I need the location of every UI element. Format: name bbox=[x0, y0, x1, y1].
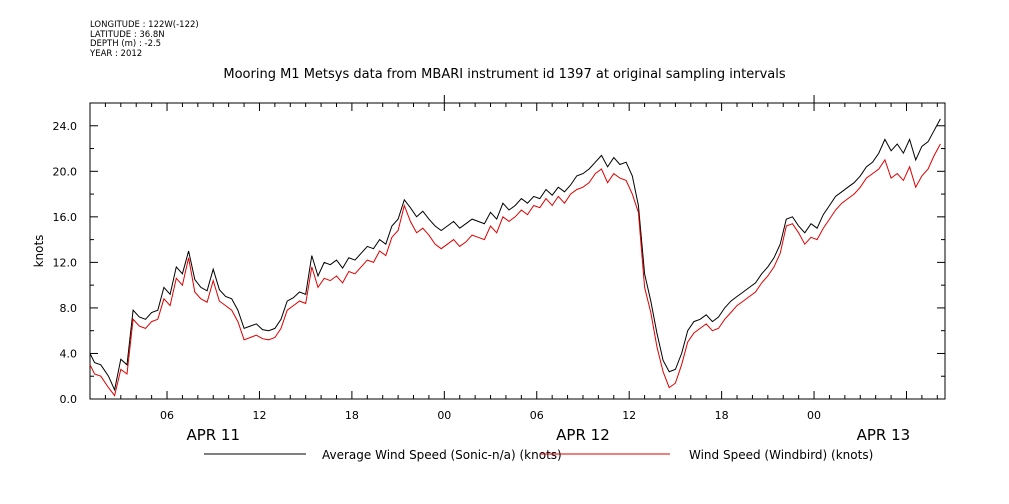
chart-title: Mooring M1 Metsys data from MBARI instru… bbox=[223, 67, 786, 82]
legend-windbird-label: Wind Speed (Windbird) (knots) bbox=[689, 448, 873, 462]
meta-line-depth: DEPTH (m) : -2.5 bbox=[90, 39, 162, 49]
axes bbox=[89, 95, 946, 400]
legend-average-wind-label: Average Wind Speed (Sonic-n/a) (knots) bbox=[322, 448, 562, 462]
plot-frame bbox=[89, 102, 946, 400]
date-label: APR 11 bbox=[186, 426, 240, 444]
series-lines bbox=[89, 118, 941, 397]
legend: Average Wind Speed (Sonic-n/a) (knots) Wi… bbox=[204, 448, 873, 462]
meta-line-year: YEAR : 2012 bbox=[90, 48, 143, 59]
y-tick-label: 0.0 bbox=[60, 393, 78, 406]
y-tick-label: 16.0 bbox=[53, 211, 78, 224]
series-line-windbird bbox=[89, 143, 941, 397]
meta-line-longitude: LONGITUDE : 122W(-122) bbox=[90, 20, 199, 30]
series-line-average-wind bbox=[89, 118, 941, 392]
axis-labels: 06 12 18 00 06 12 18 00 APR 11 APR 12 APR 13 0.0 4.0… bbox=[32, 120, 910, 444]
y-tick-label: 24.0 bbox=[53, 120, 78, 133]
x-tick-label: 18 bbox=[715, 409, 729, 422]
y-tick-label: 12.0 bbox=[53, 256, 78, 269]
x-tick-label: 18 bbox=[345, 409, 359, 422]
meta-line-latitude: LATITUDE : 36.8N bbox=[90, 29, 165, 40]
x-tick-label: 12 bbox=[622, 409, 636, 422]
date-label: APR 13 bbox=[857, 426, 911, 444]
x-tick-label: 06 bbox=[160, 409, 174, 422]
metadata-block: LONGITUDE : 122W(-122) LATITUDE : 36.8N … bbox=[90, 20, 199, 59]
y-tick-label: 20.0 bbox=[53, 165, 78, 178]
x-tick-label: 00 bbox=[807, 409, 821, 422]
y-axis-label: knots bbox=[32, 235, 46, 268]
x-tick-label: 06 bbox=[530, 409, 544, 422]
y-tick-label: 4.0 bbox=[60, 347, 78, 360]
y-tick-label: 8.0 bbox=[60, 302, 78, 315]
x-tick-label: 12 bbox=[252, 409, 266, 422]
x-tick-label: 00 bbox=[437, 409, 451, 422]
date-label: APR 12 bbox=[556, 426, 610, 444]
